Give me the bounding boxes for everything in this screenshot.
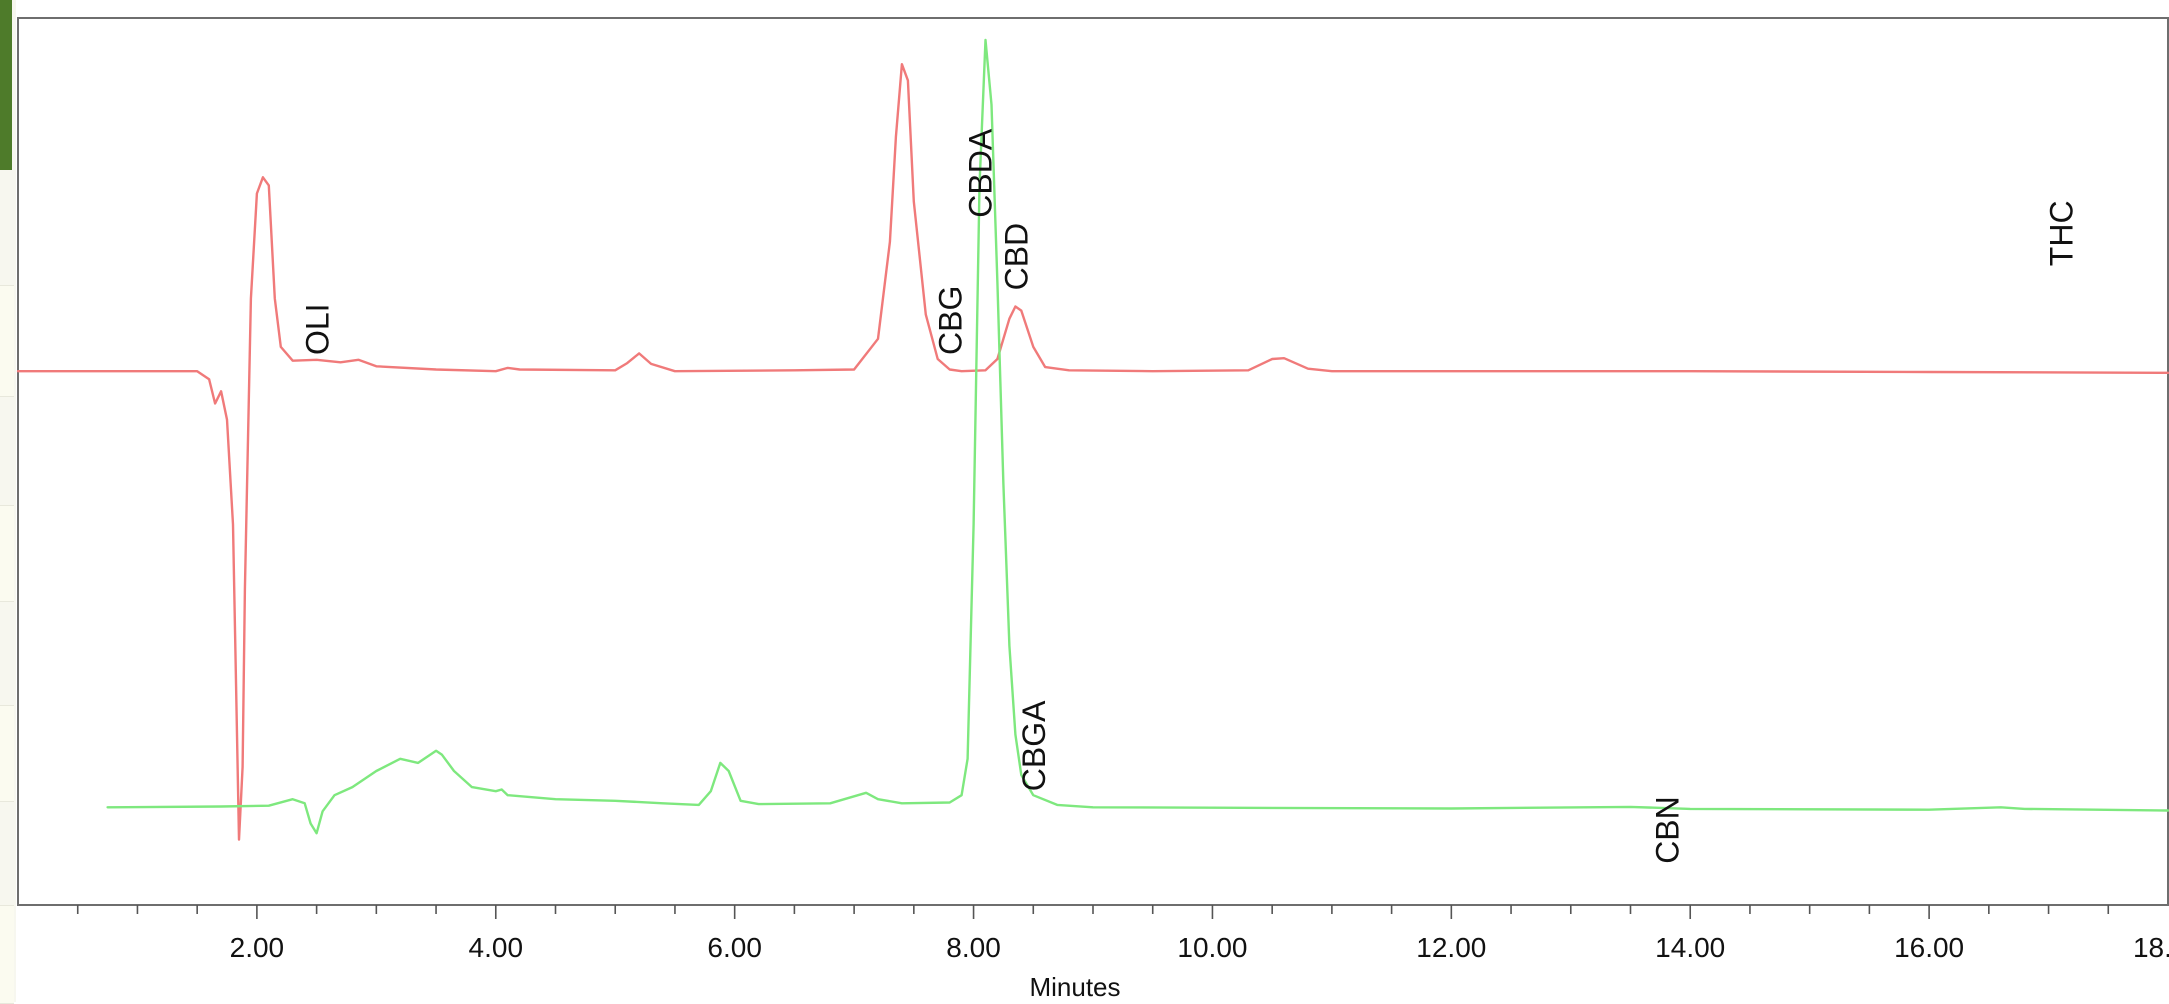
series-line-2	[106, 38, 2169, 835]
side-panel-block	[0, 705, 14, 802]
peak-label-thc: THC	[2043, 200, 2079, 266]
side-panel-block	[0, 505, 14, 602]
slide-accent-bar	[0, 0, 12, 170]
x-tick-label: 16.00	[1894, 932, 1964, 963]
x-tick-label: 18.00	[2133, 932, 2169, 963]
peak-label-cbga: CBGA	[1016, 700, 1052, 791]
series-line-1	[16, 63, 2169, 841]
trace-layer	[16, 38, 2169, 841]
x-tick-label: 12.00	[1416, 932, 1486, 963]
x-tick-label: 4.00	[469, 932, 524, 963]
x-tick-label: 14.00	[1655, 932, 1725, 963]
x-tick-label: 10.00	[1177, 932, 1247, 963]
side-panel-block	[0, 285, 14, 397]
plot-frame	[17, 17, 2169, 906]
x-tick-label: 8.00	[946, 932, 1001, 963]
x-tick-label: 6.00	[707, 932, 762, 963]
x-axis-title: Minutes	[1029, 972, 1120, 1002]
x-axis: 2.00 4.00 6.00 8.00 10.00 12.00 14.00 16.00 18.0…	[76, 905, 2169, 963]
x-tick-label: 2.00	[230, 932, 285, 963]
peak-label-cbn: CBN	[1649, 796, 1685, 864]
peak-label-oli: OLI	[300, 303, 336, 355]
peak-label-cbda: CBDA	[963, 128, 999, 218]
peak-label-cbg: CBG	[933, 286, 969, 355]
peak-label-layer: OLI CBDA CBG CBD THC CBGA CBN	[300, 128, 2080, 864]
peak-label-cbd: CBD	[998, 223, 1034, 291]
